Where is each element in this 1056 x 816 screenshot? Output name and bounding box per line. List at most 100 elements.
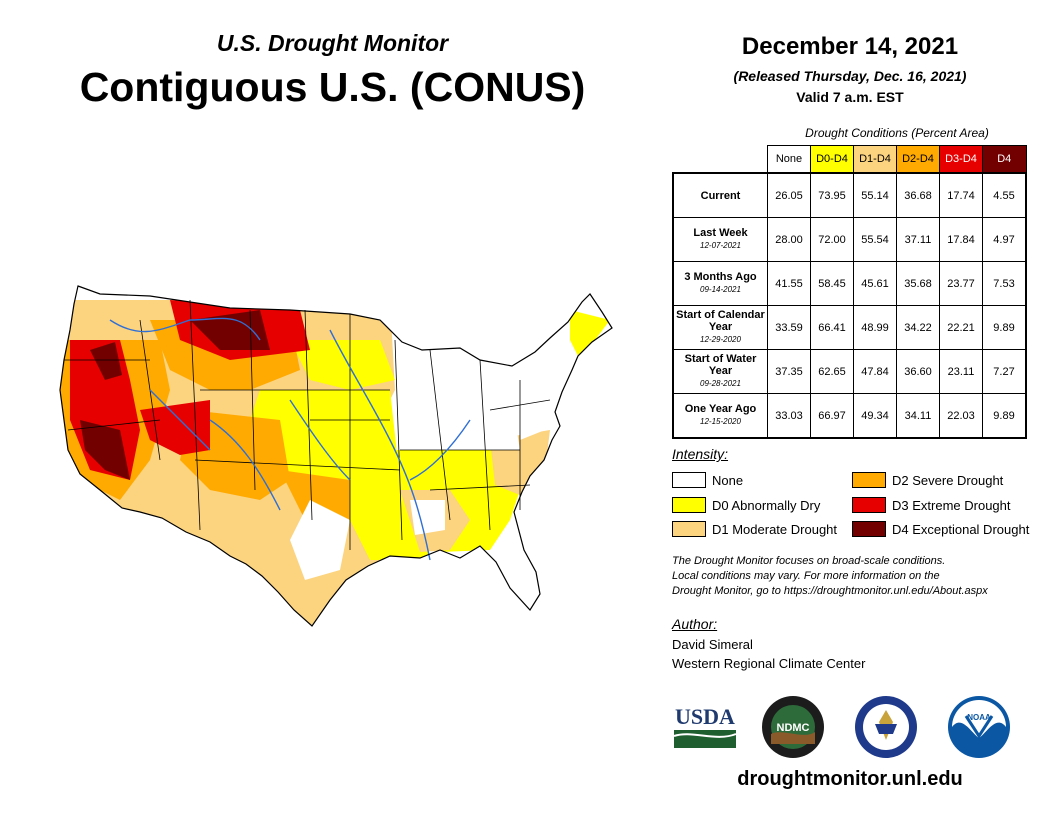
legend-label: D1 Moderate Drought xyxy=(712,521,838,537)
table-cell: 23.77 xyxy=(939,261,983,306)
row-label-text: Last Week xyxy=(693,227,748,239)
row-label: 3 Months Ago 09-14-2021 xyxy=(672,261,768,306)
author-name: David Simeral xyxy=(672,637,753,652)
row-date: 12-15-2020 xyxy=(700,417,741,426)
map-title: Contiguous U.S. (CONUS) xyxy=(79,64,586,110)
table-cell: 37.35 xyxy=(767,349,811,394)
drought-conditions-table: None D0-D4 D1-D4 D2-D4 D3-D4 D4 Current … xyxy=(672,145,1027,439)
release-date: (Released Thursday, Dec. 16, 2021) xyxy=(733,68,967,84)
legend-label: D3 Extreme Drought xyxy=(892,497,1011,513)
legend-item-none: None xyxy=(672,472,743,488)
table-cell: 35.68 xyxy=(896,261,940,306)
table-cell: 37.11 xyxy=(896,217,940,262)
noaa-logo: NOAA xyxy=(948,696,1010,758)
table-cell: 22.03 xyxy=(939,393,983,439)
row-label: Start of Calendar Year 12-29-2020 xyxy=(672,305,768,350)
row-label-text: One Year Ago xyxy=(684,403,757,415)
disclaimer-note: The Drought Monitor focuses on broad-sca… xyxy=(672,554,1047,599)
table-cell: 66.97 xyxy=(810,393,854,439)
note-line: The Drought Monitor focuses on broad-sca… xyxy=(672,555,946,567)
row-date: 09-28-2021 xyxy=(700,379,741,388)
table-cell: 62.65 xyxy=(810,349,854,394)
row-label: Last Week 12-07-2021 xyxy=(672,217,768,262)
table-row: Last Week 12-07-2021 28.00 72.00 55.54 37… xyxy=(672,217,1027,262)
ndmc-logo: NDMC xyxy=(762,696,824,758)
usda-logo: USDA xyxy=(673,704,737,748)
table-cell: 58.45 xyxy=(810,261,854,306)
note-line: Drought Monitor, go to https://droughtmo… xyxy=(672,585,988,597)
table-cell: 7.53 xyxy=(982,261,1027,306)
intensity-title: Intensity: xyxy=(672,446,729,462)
table-cell: 36.60 xyxy=(896,349,940,394)
table-row: Start of Water Year 09-28-2021 37.35 62.6… xyxy=(672,349,1027,394)
col-header-d0-d4: D0-D4 xyxy=(810,145,854,174)
legend-label: None xyxy=(712,472,744,488)
legend-swatch xyxy=(672,521,706,537)
row-label-text: Start of Water Year xyxy=(684,353,757,377)
legend-swatch xyxy=(852,521,886,537)
usda-logo-text: USDA xyxy=(675,704,735,729)
table-cell: 22.21 xyxy=(939,305,983,350)
table-cell: 9.89 xyxy=(982,305,1027,350)
table-cell: 49.34 xyxy=(853,393,897,439)
col-header-d2-d4: D2-D4 xyxy=(896,145,940,174)
col-header-d1-d4: D1-D4 xyxy=(853,145,897,174)
report-date: December 14, 2021 xyxy=(741,33,959,60)
table-cell: 33.59 xyxy=(767,305,811,350)
table-cell: 47.84 xyxy=(853,349,897,394)
table-cell: 66.41 xyxy=(810,305,854,350)
state-borders xyxy=(64,299,551,550)
drought-map xyxy=(59,285,613,627)
table-cell: 4.97 xyxy=(982,217,1027,262)
legend-label: D4 Exceptional Drought xyxy=(892,521,1030,537)
row-label-text: 3 Months Ago xyxy=(684,271,757,283)
table-row: Start of Calendar Year 12-29-2020 33.59 6… xyxy=(672,305,1027,350)
table-cell: 55.54 xyxy=(853,217,897,262)
table-cell: 36.68 xyxy=(896,172,940,218)
table-cell: 41.55 xyxy=(767,261,811,306)
table-row: 3 Months Ago 09-14-2021 41.55 58.45 45.61… xyxy=(672,261,1027,306)
valid-time: Valid 7 a.m. EST xyxy=(796,89,904,105)
row-label-text: Start of Calendar Year xyxy=(676,309,765,333)
author-org: Western Regional Climate Center xyxy=(672,656,866,671)
row-label: One Year Ago 12-15-2020 xyxy=(672,393,768,439)
legend-item-d3: D3 Extreme Drought xyxy=(852,497,1011,513)
table-cell: 48.99 xyxy=(853,305,897,350)
table-caption: Drought Conditions (Percent Area) xyxy=(805,126,989,140)
col-header-d3-d4: D3-D4 xyxy=(939,145,983,174)
legend-swatch xyxy=(852,497,886,513)
table-cell: 28.00 xyxy=(767,217,811,262)
row-label-text: Current xyxy=(700,189,741,202)
table-cell: 33.03 xyxy=(767,393,811,439)
table-cell: 17.74 xyxy=(939,172,983,218)
legend-item-d2: D2 Severe Drought xyxy=(852,472,1003,488)
legend-item-d0: D0 Abnormally Dry xyxy=(672,497,820,513)
table-cell: 34.11 xyxy=(896,393,940,439)
noaa-logo-text: NOAA xyxy=(967,713,991,722)
table-cell: 72.00 xyxy=(810,217,854,262)
col-header-d4: D4 xyxy=(982,145,1027,174)
legend-label: D0 Abnormally Dry xyxy=(712,497,821,513)
table-cell: 23.11 xyxy=(939,349,983,394)
table-cell: 45.61 xyxy=(853,261,897,306)
website-link[interactable]: droughtmonitor.unl.edu xyxy=(737,768,963,790)
legend-label: D2 Severe Drought xyxy=(892,472,1004,488)
table-row: Current 26.05 73.95 55.14 36.68 17.74 4.… xyxy=(672,172,1027,218)
row-label: Start of Water Year 09-28-2021 xyxy=(672,349,768,394)
commerce-seal-logo xyxy=(855,696,917,758)
map-subtitle: U.S. Drought Monitor xyxy=(216,30,449,56)
legend-swatch xyxy=(672,497,706,513)
table-cell: 55.14 xyxy=(853,172,897,218)
table-cell: 73.95 xyxy=(810,172,854,218)
author-title: Author: xyxy=(672,616,718,632)
table-cell: 26.05 xyxy=(767,172,811,218)
row-date: 12-29-2020 xyxy=(700,335,741,344)
legend-item-d1: D1 Moderate Drought xyxy=(672,521,837,537)
legend-swatch xyxy=(672,472,706,488)
table-cell: 17.84 xyxy=(939,217,983,262)
table-corner xyxy=(673,145,768,174)
legend-swatch xyxy=(852,472,886,488)
row-date: 12-07-2021 xyxy=(700,241,741,250)
col-header-none: None xyxy=(767,145,811,174)
ndmc-logo-text: NDMC xyxy=(777,722,810,734)
